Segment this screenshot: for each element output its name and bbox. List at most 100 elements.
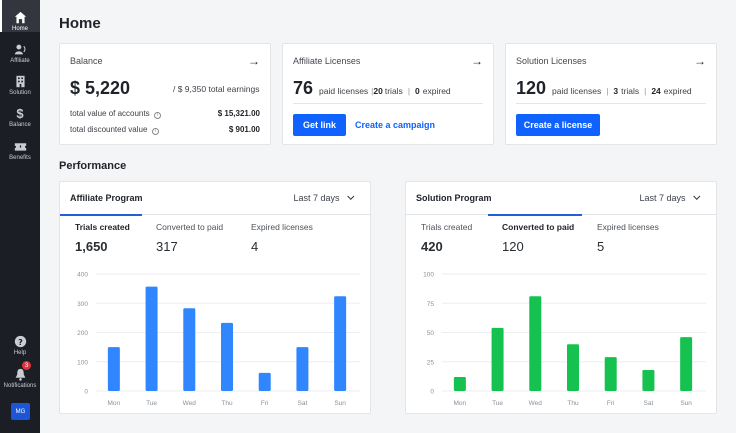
active-tab-indicator bbox=[488, 214, 582, 216]
get-link-button[interactable]: Get link bbox=[293, 114, 346, 136]
y-tick-label: 400 bbox=[77, 272, 88, 279]
stat-trials-value: 1,650 bbox=[75, 239, 108, 254]
sidebar-item-benefits[interactable]: Benefits bbox=[0, 129, 40, 161]
date-range-select[interactable]: Last 7 days bbox=[293, 192, 355, 203]
x-tick-label: Fri bbox=[607, 400, 615, 407]
bar-fri[interactable] bbox=[258, 372, 271, 391]
sidebar-item-help[interactable]: ? Help bbox=[0, 324, 40, 356]
date-range-select[interactable]: Last 7 days bbox=[639, 192, 701, 203]
stat-expired-label[interactable]: Expired licenses bbox=[251, 222, 313, 232]
info-icon[interactable]: i bbox=[151, 128, 159, 135]
discounted-value: $ 901.00 bbox=[228, 125, 260, 134]
chevron-down-icon bbox=[693, 192, 701, 200]
stat-converted-value: 317 bbox=[156, 239, 178, 254]
bar-sun[interactable] bbox=[334, 296, 347, 391]
y-tick-label: 200 bbox=[77, 330, 88, 337]
bar-tue[interactable] bbox=[491, 327, 504, 391]
trials-label: trials bbox=[384, 86, 403, 96]
ticket-icon bbox=[14, 140, 27, 153]
solution-license-summary: 120 paid licenses | 3 trials | 24 expire… bbox=[516, 78, 692, 98]
bar-thu[interactable] bbox=[221, 322, 233, 391]
page-title: Home bbox=[59, 15, 101, 32]
discounted-label: total discounted value bbox=[70, 125, 148, 134]
arrow-right-icon[interactable]: → bbox=[248, 54, 260, 68]
stat-expired-label[interactable]: Expired licenses bbox=[597, 222, 659, 232]
chevron-down-icon bbox=[347, 192, 355, 200]
stat-trials-label[interactable]: Trials created bbox=[421, 222, 473, 232]
accounts-label-row: total value of accounts i bbox=[70, 109, 161, 119]
stat-expired-value: 4 bbox=[251, 239, 259, 254]
sidebar-item-label: Solution bbox=[9, 90, 31, 96]
accounts-value: $ 15,321.00 bbox=[217, 109, 260, 118]
trials-value: 20 bbox=[373, 86, 383, 96]
bar-thu[interactable] bbox=[567, 344, 579, 391]
sidebar: Home Affiliate Solution $ Balance Benefi… bbox=[0, 0, 40, 433]
main-content: Home Balance → $ 5,220 / $ 9,350 total e… bbox=[40, 0, 736, 433]
stat-trials-value: 420 bbox=[421, 239, 443, 254]
total-earnings: / $ 9,350 total earnings bbox=[173, 84, 260, 94]
sidebar-item-label: Benefits bbox=[9, 155, 31, 161]
panel-title: Solution Program bbox=[416, 193, 492, 203]
arrow-right-icon[interactable]: → bbox=[694, 54, 706, 68]
sidebar-item-solution[interactable]: Solution bbox=[0, 64, 40, 96]
bar-sun[interactable] bbox=[680, 337, 693, 391]
sidebar-item-home[interactable]: Home bbox=[0, 0, 40, 32]
x-tick-label: Wed bbox=[529, 400, 543, 407]
stat-expired-value: 5 bbox=[597, 239, 605, 254]
bar-tue[interactable] bbox=[145, 286, 158, 391]
date-range-value: Last 7 days bbox=[639, 193, 686, 203]
bar-wed[interactable] bbox=[183, 308, 196, 391]
expired-value: 0 bbox=[415, 86, 420, 96]
accounts-label: total value of accounts bbox=[70, 109, 150, 118]
card-title: Affiliate Licenses bbox=[293, 56, 361, 66]
sidebar-item-balance[interactable]: $ Balance bbox=[0, 96, 40, 128]
info-icon[interactable]: i bbox=[153, 112, 161, 119]
section-title: Performance bbox=[59, 160, 127, 172]
building-icon bbox=[14, 75, 27, 88]
x-tick-label: Tue bbox=[492, 400, 503, 407]
create-license-button[interactable]: Create a license bbox=[516, 114, 600, 136]
bar-fri[interactable] bbox=[604, 357, 617, 391]
y-tick-label: 300 bbox=[77, 301, 88, 308]
bar-sat[interactable] bbox=[296, 347, 309, 391]
panel-header: Affiliate Program Last 7 days bbox=[60, 182, 370, 215]
stat-converted-label[interactable]: Converted to paid bbox=[502, 222, 575, 232]
home-icon bbox=[14, 11, 27, 24]
sidebar-item-affiliate[interactable]: Affiliate bbox=[0, 32, 40, 64]
sidebar-item-label: Home bbox=[11, 26, 28, 32]
solution-program-panel: Solution Program Last 7 days Trials crea… bbox=[405, 181, 717, 414]
balance-amount: $ 5,220 bbox=[70, 78, 131, 98]
sidebar-item-notifications[interactable]: 3 Notifications bbox=[0, 357, 40, 389]
y-tick-label: 0 bbox=[84, 389, 88, 396]
people-icon bbox=[14, 43, 27, 56]
arrow-right-icon[interactable]: → bbox=[471, 54, 483, 68]
divider bbox=[516, 103, 706, 104]
sidebar-item-label: Affiliate bbox=[10, 58, 30, 64]
solution-bar-chart: 0 25 50 75 100 Mon Tue Wed Thu Fri Sat Sun bbox=[423, 272, 706, 407]
sidebar-item-label: Help bbox=[13, 350, 27, 356]
y-tick-label: 100 bbox=[77, 359, 88, 366]
total-earnings-label: total earnings bbox=[208, 84, 260, 94]
x-tick-label: Sun bbox=[334, 400, 346, 407]
bar-sat[interactable] bbox=[642, 369, 655, 391]
affiliate-bar-chart: 0 100 200 300 400 Mon Tue Wed Thu Fri Sat Sun bbox=[77, 272, 360, 407]
bar-mon[interactable] bbox=[453, 376, 466, 391]
x-tick-label: Thu bbox=[567, 400, 579, 407]
x-tick-label: Sun bbox=[680, 400, 692, 407]
bar-wed[interactable] bbox=[529, 296, 542, 391]
affiliate-program-panel: Affiliate Program Last 7 days Trials cre… bbox=[59, 181, 371, 414]
stat-converted-label[interactable]: Converted to paid bbox=[156, 222, 224, 232]
card-title: Balance bbox=[70, 56, 103, 66]
license-count: 120 bbox=[516, 78, 547, 98]
create-campaign-link[interactable]: Create a campaign bbox=[355, 120, 436, 130]
panel-title: Affiliate Program bbox=[70, 193, 143, 203]
x-tick-label: Mon bbox=[454, 400, 467, 407]
avatar[interactable]: MG bbox=[11, 403, 30, 420]
affiliate-license-summary: 76 paid licenses | 20 trials | 0 expired bbox=[293, 78, 451, 98]
expired-label: expired bbox=[663, 86, 692, 96]
expired-label: expired bbox=[422, 86, 451, 96]
bar-mon[interactable] bbox=[107, 347, 120, 391]
x-tick-label: Mon bbox=[108, 400, 121, 407]
y-tick-label: 50 bbox=[427, 330, 435, 337]
stat-trials-label[interactable]: Trials created bbox=[75, 222, 130, 232]
